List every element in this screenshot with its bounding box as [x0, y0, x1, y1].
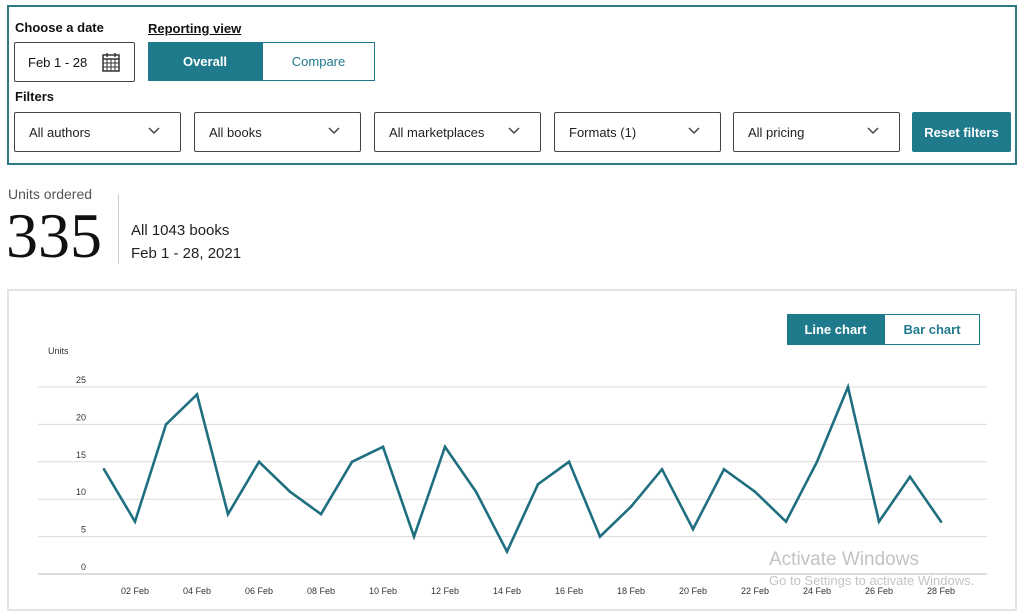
data-point	[567, 460, 571, 464]
y-tick-label: 5	[81, 525, 86, 535]
marketplaces-dropdown-label: All marketplaces	[389, 124, 485, 140]
chart-panel: Line chart Bar chart	[7, 289, 1017, 611]
data-point	[691, 527, 695, 531]
marketplaces-dropdown[interactable]: All marketplaces	[374, 112, 541, 152]
data-point	[474, 490, 478, 494]
summary-scope: All 1043 books	[131, 222, 230, 239]
activate-windows-subtitle: Go to Settings to activate Windows.	[769, 573, 975, 588]
chevron-down-icon	[328, 127, 340, 135]
x-tick-label: 28 Feb	[927, 586, 955, 596]
data-point	[319, 512, 323, 516]
y-axis-ticks: 0 5 10 15 20 25	[76, 375, 86, 572]
data-point	[939, 520, 943, 523]
chart-series	[102, 382, 943, 555]
reporting-view-link[interactable]: Reporting view	[148, 21, 242, 36]
formats-dropdown-label: Formats (1)	[569, 124, 637, 140]
chevron-down-icon	[867, 127, 879, 135]
series-line	[102, 382, 943, 555]
y-tick-label: 15	[76, 450, 86, 460]
data-point	[877, 520, 881, 523]
units-ordered-label: Units ordered	[8, 186, 93, 202]
data-point	[257, 460, 261, 464]
x-tick-label: 20 Feb	[679, 586, 707, 596]
data-point	[133, 520, 137, 523]
units-ordered-value: 335	[6, 200, 102, 271]
x-tick-label: 24 Feb	[803, 586, 831, 596]
chart-grid	[38, 386, 987, 575]
data-point	[660, 467, 664, 471]
chevron-down-icon	[508, 127, 520, 135]
summary-date-range: Feb 1 - 28, 2021	[131, 245, 242, 262]
data-point	[505, 550, 509, 553]
date-value: Feb 1 - 28	[28, 54, 88, 70]
filter-panel: Choose a date Reporting view Feb 1 - 28 …	[7, 5, 1017, 165]
data-point	[629, 505, 633, 508]
books-dropdown-label: All books	[209, 124, 262, 140]
books-dropdown[interactable]: All books	[194, 112, 361, 152]
data-point	[443, 445, 447, 449]
pricing-dropdown[interactable]: All pricing	[733, 112, 900, 152]
data-point	[226, 512, 230, 516]
chevron-down-icon	[688, 127, 700, 135]
data-point	[536, 482, 540, 486]
y-tick-label: 0	[81, 562, 86, 572]
date-picker[interactable]: Feb 1 - 28	[14, 42, 135, 82]
activate-windows-title: Activate Windows	[769, 549, 919, 570]
data-point	[381, 445, 385, 449]
filters-label: Filters	[15, 89, 55, 104]
formats-dropdown[interactable]: Formats (1)	[554, 112, 721, 152]
x-tick-label: 08 Feb	[307, 586, 335, 596]
x-tick-label: 18 Feb	[617, 586, 645, 596]
data-point	[350, 460, 354, 464]
data-point	[164, 423, 168, 426]
x-tick-label: 16 Feb	[555, 586, 583, 596]
date-label: Choose a date	[15, 20, 104, 35]
line-chart-button[interactable]: Line chart	[787, 314, 884, 345]
x-tick-label: 06 Feb	[245, 586, 273, 596]
reset-filters-button[interactable]: Reset filters	[912, 112, 1011, 152]
y-tick-label: 10	[76, 487, 86, 497]
x-tick-label: 22 Feb	[741, 586, 769, 596]
summary-divider	[118, 194, 119, 264]
authors-dropdown[interactable]: All authors	[14, 112, 181, 152]
data-point	[753, 490, 757, 494]
x-axis-ticks: 02 Feb 04 Feb 06 Feb 08 Feb 10 Feb 12 Feb 14 F…	[121, 586, 955, 596]
x-tick-label: 12 Feb	[431, 586, 459, 596]
data-point	[722, 467, 726, 471]
data-point	[102, 467, 106, 471]
authors-dropdown-label: All authors	[29, 124, 91, 140]
chevron-down-icon	[148, 127, 160, 135]
pricing-dropdown-label: All pricing	[748, 124, 805, 140]
x-tick-label: 26 Feb	[865, 586, 893, 596]
x-tick-label: 14 Feb	[493, 586, 521, 596]
x-tick-label: 10 Feb	[369, 586, 397, 596]
data-point	[195, 393, 199, 396]
x-tick-label: 04 Feb	[183, 586, 211, 596]
data-point	[784, 520, 788, 523]
view-overall-button[interactable]: Overall	[148, 42, 262, 81]
data-point	[412, 535, 416, 538]
x-tick-label: 02 Feb	[121, 586, 149, 596]
data-point	[908, 475, 912, 479]
y-tick-label: 25	[76, 375, 86, 385]
data-point	[846, 385, 850, 389]
y-tick-label: 20	[76, 412, 86, 422]
data-point	[288, 490, 292, 494]
calendar-icon[interactable]	[102, 52, 120, 72]
y-axis-label: Units	[48, 346, 69, 356]
data-point	[598, 535, 602, 538]
view-compare-button[interactable]: Compare	[262, 42, 375, 81]
data-point	[815, 460, 819, 464]
bar-chart-button[interactable]: Bar chart	[884, 314, 980, 345]
